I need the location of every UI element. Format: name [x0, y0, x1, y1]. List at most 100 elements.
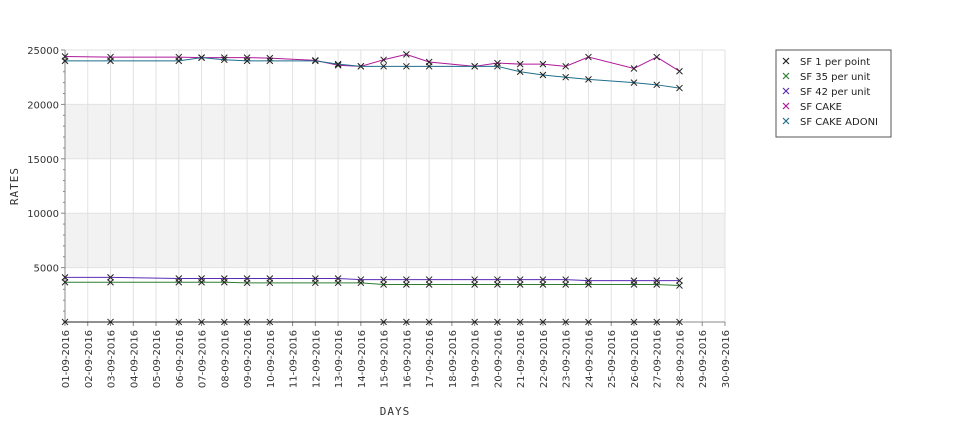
- data-point: [380, 281, 387, 288]
- x-tick-label: 27-09-2016: [653, 330, 664, 388]
- x-tick-label: 09-09-2016: [243, 330, 254, 388]
- data-point: [357, 279, 365, 287]
- band: [65, 104, 725, 159]
- x-axis-title: DAYS: [380, 405, 411, 418]
- data-point: [403, 50, 410, 58]
- data-point: [243, 57, 251, 65]
- data-point: [311, 275, 319, 282]
- x-tick-label: 02-09-2016: [84, 330, 95, 388]
- data-point: [562, 62, 570, 70]
- x-tick-label: 08-09-2016: [220, 330, 231, 388]
- data-point: [562, 318, 570, 326]
- data-point: [471, 276, 479, 283]
- x-tick-label: 16-09-2016: [402, 330, 413, 388]
- x-tick-label: 07-09-2016: [198, 330, 209, 388]
- data-point: [175, 318, 183, 326]
- data-point: [425, 276, 433, 283]
- x-tick-label: 18-09-2016: [448, 330, 459, 388]
- data-point: [334, 60, 342, 68]
- data-point: [562, 73, 570, 81]
- y-axis-ticks: 5000 10000 15000 20000 25000: [27, 46, 65, 323]
- data-point: [630, 79, 638, 86]
- data-point: [585, 318, 592, 326]
- y-tick-label: 10000: [27, 209, 59, 220]
- data-point: [380, 276, 387, 283]
- x-tick-label: 03-09-2016: [107, 330, 118, 388]
- data-point: [562, 281, 570, 288]
- data-point: [380, 62, 387, 70]
- data-point: [61, 278, 69, 286]
- y-tick-label: 20000: [27, 100, 59, 111]
- data-point: [539, 276, 547, 283]
- series-line: [65, 276, 680, 282]
- series-line: [65, 281, 680, 287]
- data-point: [516, 281, 524, 288]
- legend-box: [775, 49, 892, 138]
- data-point: [653, 277, 661, 285]
- data-point: [516, 276, 524, 283]
- x-tick-label: 29-09-2016: [698, 330, 709, 388]
- data-point: [653, 53, 661, 61]
- data-point: [243, 275, 251, 282]
- legend-marker: [782, 72, 790, 80]
- data-point: [425, 318, 433, 326]
- legend-label: SF CAKE: [800, 102, 842, 113]
- x-tick-label: 15-09-2016: [380, 330, 391, 388]
- x-tick-label: 06-09-2016: [175, 330, 186, 388]
- data-point: [539, 60, 547, 68]
- data-point: [107, 57, 114, 65]
- legend-label: SF CAKE ADONI: [800, 117, 878, 128]
- data-point: [585, 76, 592, 83]
- data-point: [676, 84, 683, 92]
- data-point: [175, 275, 183, 282]
- data-point: [175, 57, 183, 65]
- data-point: [107, 278, 114, 286]
- data-point: [380, 56, 387, 64]
- data-point: [220, 275, 228, 282]
- x-tick-label: 21-09-2016: [516, 330, 527, 388]
- data-point: [516, 68, 524, 76]
- legend-marker: [782, 87, 790, 95]
- data-point: [198, 275, 205, 282]
- data-point: [61, 274, 69, 281]
- data-point: [676, 282, 683, 289]
- legend: SF 1 per point SF 35 per unit SF 42 per un…: [775, 49, 892, 138]
- data-point: [266, 57, 274, 65]
- data-point: [471, 62, 479, 70]
- x-tick-label: 17-09-2016: [425, 330, 436, 388]
- data-point: [585, 277, 592, 285]
- data-point: [494, 59, 501, 67]
- x-tick-label: 10-09-2016: [266, 330, 277, 388]
- data-point: [61, 57, 69, 65]
- x-tick-label: 26-09-2016: [630, 330, 641, 388]
- data-point: [266, 54, 274, 62]
- data-point: [403, 276, 410, 283]
- data-point: [107, 318, 114, 326]
- x-tick-label: 01-09-2016: [61, 330, 72, 388]
- data-point: [334, 275, 342, 282]
- data-point: [630, 318, 638, 326]
- data-point: [311, 57, 319, 65]
- data-point: [403, 318, 410, 326]
- data-point: [198, 54, 205, 61]
- x-tick-label: 14-09-2016: [357, 330, 368, 388]
- data-point: [653, 318, 661, 326]
- x-tick-label: 28-09-2016: [675, 330, 686, 388]
- x-tick-label: 25-09-2016: [607, 330, 618, 388]
- data-point: [539, 71, 547, 79]
- data-point: [107, 274, 114, 281]
- data-point: [471, 318, 479, 326]
- data-point: [494, 276, 501, 283]
- series-sf-cake-adoni: [61, 54, 683, 92]
- legend-marker: [782, 117, 790, 125]
- series-sf-1-per-point: [61, 318, 683, 326]
- data-point: [243, 318, 251, 326]
- series-group: [61, 50, 683, 326]
- data-point: [630, 65, 638, 72]
- data-point: [266, 275, 274, 282]
- data-point: [425, 281, 433, 288]
- data-point: [676, 67, 683, 75]
- data-point: [494, 62, 501, 70]
- data-point: [653, 81, 661, 89]
